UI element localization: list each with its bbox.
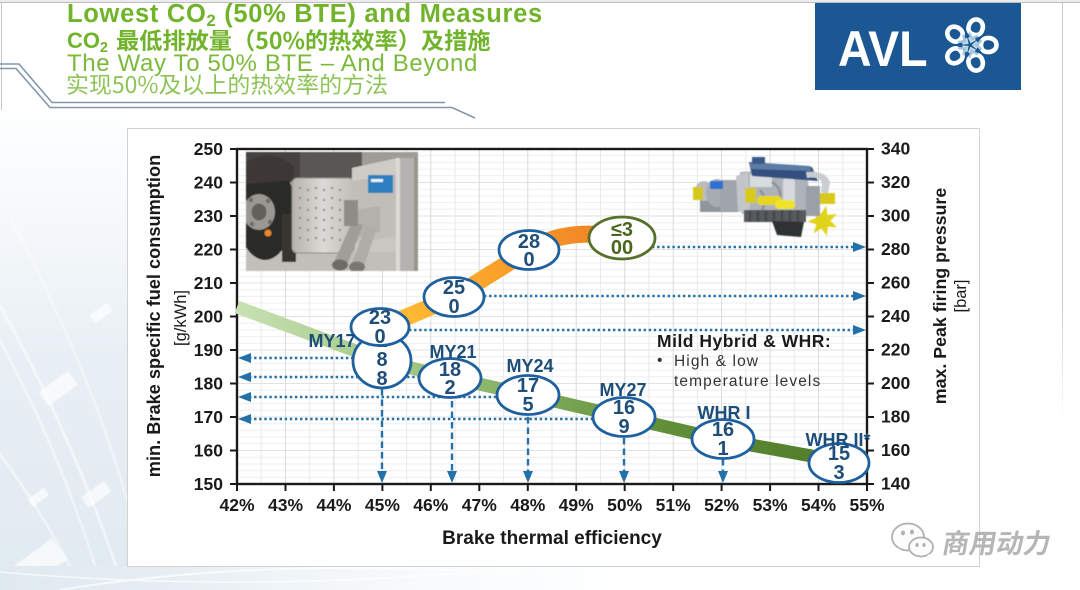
svg-text:28: 28 xyxy=(518,231,540,253)
svg-text:8: 8 xyxy=(376,368,387,390)
svg-text:25: 25 xyxy=(443,277,465,299)
svg-text:160: 160 xyxy=(881,440,910,460)
svg-text:260: 260 xyxy=(881,273,910,293)
svg-text:230: 230 xyxy=(194,206,223,226)
svg-text:300: 300 xyxy=(881,206,910,226)
svg-text:190: 190 xyxy=(194,340,223,360)
svg-text:240: 240 xyxy=(881,306,910,326)
svg-text:44%: 44% xyxy=(316,495,351,515)
svg-text:280: 280 xyxy=(881,239,910,259)
svg-text:47%: 47% xyxy=(462,495,497,515)
svg-text:0: 0 xyxy=(374,326,385,348)
svg-text:min. Brake specific fuel consu: min. Brake specific fuel consumption xyxy=(144,155,164,477)
svg-text:WHR II*: WHR II* xyxy=(806,430,871,450)
svg-text:240: 240 xyxy=(194,173,223,193)
svg-text:170: 170 xyxy=(194,407,223,427)
svg-text:1: 1 xyxy=(717,438,728,460)
svg-text:23: 23 xyxy=(369,307,391,329)
svg-text:48%: 48% xyxy=(510,495,545,515)
svg-text:180: 180 xyxy=(194,374,223,394)
svg-text:3: 3 xyxy=(833,462,844,484)
svg-text:Brake thermal efficiency: Brake thermal efficiency xyxy=(442,528,662,549)
svg-text:WHR I: WHR I xyxy=(698,403,751,423)
svg-text:200: 200 xyxy=(194,307,223,327)
svg-text:MY24: MY24 xyxy=(506,356,553,376)
svg-text:210: 210 xyxy=(194,273,223,293)
svg-text:8: 8 xyxy=(376,349,387,371)
svg-text:17: 17 xyxy=(517,375,539,397)
svg-text:≤3: ≤3 xyxy=(611,219,633,241)
svg-text:MY27: MY27 xyxy=(599,380,646,400)
svg-text:340: 340 xyxy=(881,139,910,159)
svg-text:9: 9 xyxy=(618,416,629,438)
svg-text:MY21: MY21 xyxy=(429,342,476,362)
svg-text:52%: 52% xyxy=(704,495,739,515)
svg-text:42%: 42% xyxy=(219,495,254,515)
svg-text:46%: 46% xyxy=(413,495,448,515)
svg-text:320: 320 xyxy=(881,172,910,192)
svg-text:250: 250 xyxy=(194,139,223,159)
svg-text:0: 0 xyxy=(523,249,534,271)
svg-text:16: 16 xyxy=(712,419,734,441)
svg-text:43%: 43% xyxy=(268,495,303,515)
svg-text:[bar]: [bar] xyxy=(952,279,970,312)
svg-text:Mild Hybrid & WHR:: Mild Hybrid & WHR: xyxy=(657,331,831,351)
svg-text:0: 0 xyxy=(448,296,459,318)
svg-text:180: 180 xyxy=(881,407,910,427)
svg-text:150: 150 xyxy=(194,474,223,494)
svg-text:5: 5 xyxy=(522,394,533,416)
svg-text:220: 220 xyxy=(881,340,910,360)
svg-text:2: 2 xyxy=(444,377,455,399)
svg-text:51%: 51% xyxy=(656,495,691,515)
svg-text:•: • xyxy=(657,352,664,369)
svg-text:45%: 45% xyxy=(365,495,400,515)
svg-text:MY17: MY17 xyxy=(308,331,355,351)
svg-text:54%: 54% xyxy=(801,495,836,515)
svg-text:160: 160 xyxy=(194,441,223,461)
svg-text:16: 16 xyxy=(613,397,635,419)
svg-text:220: 220 xyxy=(194,240,223,260)
svg-text:00: 00 xyxy=(611,237,633,259)
svg-text:temperature levels: temperature levels xyxy=(674,373,821,390)
svg-text:55%: 55% xyxy=(849,495,884,515)
svg-text:140: 140 xyxy=(881,474,910,494)
svg-text:High & low: High & low xyxy=(674,353,759,370)
svg-text:53%: 53% xyxy=(753,495,788,515)
svg-text:15: 15 xyxy=(828,443,850,465)
svg-text:max. Peak firing pressure: max. Peak firing pressure xyxy=(930,188,950,405)
svg-text:49%: 49% xyxy=(559,495,594,515)
svg-text:[g/kWh]: [g/kWh] xyxy=(172,290,190,346)
svg-text:50%: 50% xyxy=(607,495,642,515)
svg-text:18: 18 xyxy=(439,359,461,381)
svg-text:200: 200 xyxy=(881,373,910,393)
